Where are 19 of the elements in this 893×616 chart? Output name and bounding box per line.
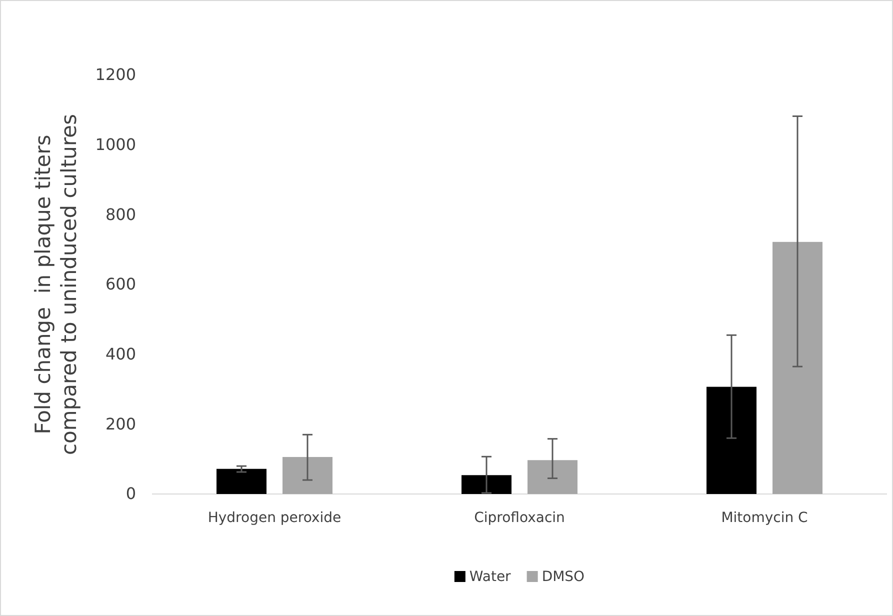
y-axis-title: Fold change in plaque titers compared to uninduced cultures [31, 114, 81, 456]
y-tick-label: 800 [105, 204, 136, 224]
legend-label: DMSO [542, 569, 585, 585]
bar [462, 475, 512, 494]
x-tick-label: Hydrogen peroxide [208, 510, 342, 526]
legend-label: Water [469, 569, 512, 585]
bar [282, 456, 332, 494]
x-tick-label: Mitomycin C [721, 510, 808, 526]
y-tick-label: 1200 [95, 65, 136, 84]
y-tick-label: 1000 [95, 134, 136, 154]
bar [216, 468, 266, 494]
y-tick-label: 200 [105, 414, 136, 434]
bar [528, 460, 578, 494]
x-tick-label: Ciprofloxacin [474, 510, 565, 526]
y-tick-label: 0 [126, 484, 136, 504]
y-tick-label: 600 [105, 274, 136, 294]
y-tick-label: 400 [105, 344, 136, 364]
bar [706, 386, 756, 494]
bar [772, 242, 822, 494]
